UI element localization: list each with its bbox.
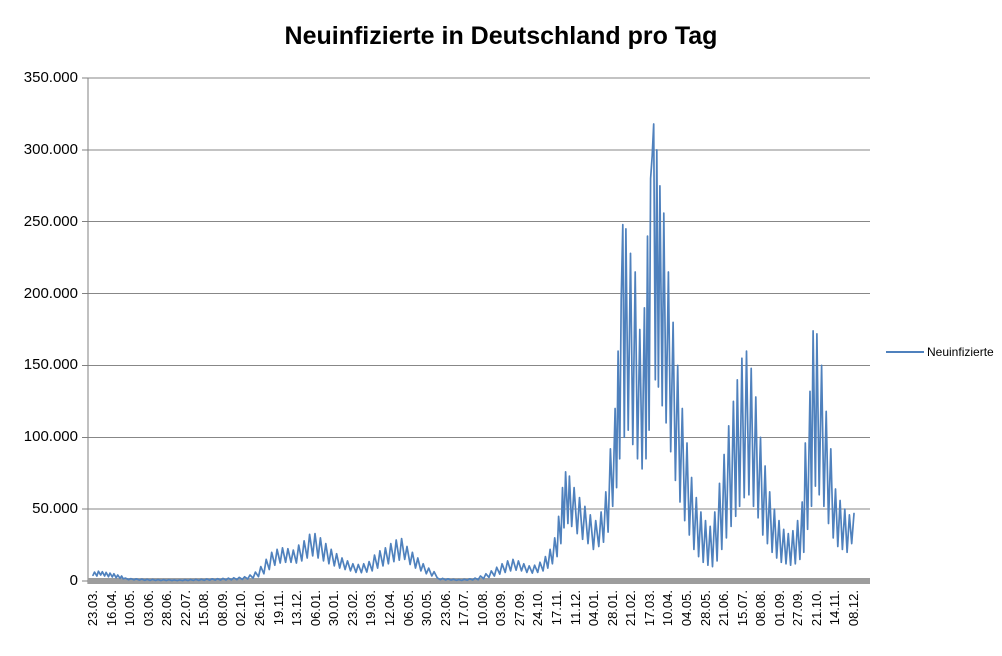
x-tick-label: 06.01. [307,590,323,627]
x-tick-label: 16.04. [103,590,119,627]
x-tick-label: 06.05. [400,590,416,627]
y-tick-label: 50.000 [32,500,78,518]
x-tick-label: 10.08. [474,590,490,627]
x-axis-bar [88,578,870,584]
y-tick-label: 300.000 [23,140,78,158]
x-tick-label: 23.02. [344,590,360,627]
x-tick-label: 08.08. [753,590,769,627]
x-tick-label: 28.01. [604,590,620,627]
chart-title: Neuinfizierte in Deutschland pro Tag [284,22,718,50]
x-tick-label: 15.07. [734,590,750,627]
x-tick-label: 23.03. [85,590,100,627]
y-tick-label: 100.000 [23,428,78,446]
legend: Neuinfizierte [886,345,994,359]
x-tick-label: 04.05. [678,590,694,627]
x-tick-label: 23.06. [437,590,453,627]
x-tick-label: 03.06. [140,590,156,627]
x-tick-label: 22.07. [177,590,193,627]
x-tick-label: 30.05. [419,590,435,627]
x-tick-label: 28.05. [697,590,713,627]
series-line-neuinfizierte [92,123,855,582]
x-tick-label: 28.06. [159,590,175,627]
y-tick-label: 350.000 [23,69,78,86]
x-tick-label: 12.04. [381,590,397,627]
x-tick-label: 15.08. [196,590,212,627]
x-tick-label: 27.09. [511,590,527,627]
y-tick-label: 200.000 [23,284,78,302]
x-tick-label: 08.09. [214,590,230,627]
legend-series-label: Neuinfizierte [927,345,994,359]
x-tick-label: 10.04. [660,590,676,627]
x-tick-label: 17.03. [641,590,657,627]
x-tick-label: 19.11. [270,590,286,626]
x-tick-label: 17.11. [549,590,565,626]
x-tick-label: 24.10. [530,590,546,627]
x-tick-label: 30.01. [326,590,342,627]
x-tick-label: 21.06. [716,590,732,627]
x-tick-label: 08.12. [846,590,862,627]
y-tick-label: 150.000 [23,356,78,374]
x-tick-label: 21.10. [808,590,824,627]
x-tick-label: 26.10. [252,590,268,627]
x-tick-label: 11.12. [567,590,583,626]
legend-line-swatch [886,351,924,353]
x-tick-label: 03.09. [493,590,509,627]
x-tick-label: 14.11. [827,590,843,626]
y-tick-label: 250.000 [23,212,78,230]
x-tick-label: 04.01. [586,590,602,627]
x-tick-label: 17.07. [456,590,472,627]
x-tick-label: 10.05. [122,590,138,627]
x-tick-label: 19.03. [363,590,379,627]
x-tick-label: 01.09. [771,590,787,627]
y-tick-label: 0 [69,572,78,589]
x-tick-label: 02.10. [233,590,249,627]
x-tick-label: 27.09. [790,590,806,627]
x-tick-label: 13.12. [289,590,305,627]
x-tick-label: 21.02. [623,590,639,627]
